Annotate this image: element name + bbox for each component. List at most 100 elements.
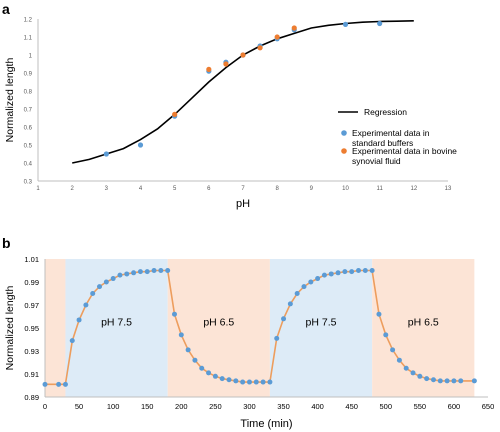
data-point — [151, 268, 157, 273]
y-tick-label: 1.2 — [24, 18, 33, 24]
x-tick-label: 0 — [43, 402, 47, 411]
x-tick-label: 100 — [107, 402, 120, 411]
x-axis-label: Time (min) — [240, 418, 292, 430]
data-point — [267, 379, 273, 385]
legend-label-line: synovial fluid — [352, 156, 401, 166]
data-point — [451, 378, 457, 384]
x-axis-label: pH — [236, 198, 250, 210]
data-point — [226, 377, 232, 383]
data-point — [471, 378, 477, 384]
data-point — [69, 338, 75, 344]
x-tick-label: 150 — [141, 402, 154, 411]
data-point — [158, 268, 164, 273]
data-point — [199, 365, 205, 371]
x-tick-label: 4 — [139, 186, 143, 192]
synovial-data-point — [274, 34, 280, 40]
x-tick-label: 650 — [482, 402, 495, 411]
legend-label-line: Experimental data in bovine — [352, 146, 457, 156]
y-tick-label: 0.93 — [24, 347, 39, 356]
region-label: pH 7.5 — [306, 317, 337, 329]
data-point — [246, 379, 252, 385]
legend-label-line: Experimental data in — [352, 128, 430, 138]
data-point — [219, 376, 225, 382]
y-axis-label: Normalized length — [4, 58, 16, 143]
data-point — [369, 268, 375, 273]
data-point — [90, 291, 96, 296]
synovial-data-point — [172, 111, 178, 117]
x-tick-label: 250 — [209, 402, 222, 411]
shaded-region — [45, 259, 66, 397]
x-tick-label: 400 — [311, 402, 324, 411]
data-point — [376, 311, 382, 317]
x-tick-label: 50 — [75, 402, 83, 411]
data-point — [83, 302, 89, 308]
y-tick-label: 0.7 — [24, 108, 33, 114]
data-point — [328, 271, 334, 277]
y-tick-label: 1.1 — [24, 36, 33, 42]
y-tick-label: 0.99 — [24, 278, 39, 287]
y-tick-label: 0.5 — [24, 144, 33, 150]
x-tick-label: 7 — [241, 186, 245, 192]
x-tick-label: 350 — [277, 402, 290, 411]
x-tick-label: 12 — [410, 186, 417, 192]
buffer-data-point — [137, 142, 144, 148]
data-point — [349, 269, 355, 275]
data-point — [171, 311, 177, 317]
y-tick-label: 1 — [29, 54, 33, 60]
data-point — [274, 335, 280, 341]
data-point — [178, 332, 184, 338]
x-tick-label: 10 — [342, 186, 349, 192]
synovial-data-point — [257, 45, 263, 51]
y-tick-label: 0.91 — [24, 370, 39, 379]
x-tick-label: 3 — [105, 186, 109, 192]
synovial-data-point — [291, 25, 297, 31]
shaded-region — [269, 259, 373, 397]
data-point — [315, 276, 321, 282]
x-tick-label: 13 — [445, 186, 452, 192]
data-point — [185, 347, 191, 353]
legend-buffers-marker — [341, 130, 347, 136]
x-tick-label: 5 — [173, 186, 177, 192]
data-point — [206, 370, 212, 376]
chart-b: 0.89 0.91 0.93 0.95 0.97 0.99 1.01 0 50 100 150 20… — [4, 255, 494, 430]
panel-a-label: a — [2, 1, 10, 17]
x-tick-label: 2 — [70, 186, 74, 192]
x-tick-label: 9 — [310, 186, 314, 192]
x-tick-label: 500 — [380, 402, 393, 411]
y-tick-label: 0.89 — [24, 393, 39, 402]
data-point — [287, 301, 293, 307]
region-label: pH 7.5 — [101, 317, 132, 329]
data-point — [97, 284, 103, 290]
data-point — [42, 381, 48, 387]
data-point — [56, 381, 62, 387]
data-point — [396, 357, 402, 363]
x-tick-label: 6 — [207, 186, 211, 192]
data-point — [362, 268, 368, 273]
synovial-data-point — [206, 66, 212, 72]
data-point — [321, 272, 327, 278]
x-tick-label: 300 — [243, 402, 256, 411]
synovial-data-point — [240, 52, 246, 58]
shaded-region — [65, 259, 168, 397]
data-point — [233, 378, 239, 384]
buffer-data-point — [342, 21, 349, 27]
data-point — [137, 269, 143, 275]
data-point — [383, 332, 389, 338]
x-tick-label: 11 — [377, 186, 384, 192]
data-point — [403, 365, 409, 371]
y-tick-label: 0.3 — [24, 180, 33, 186]
data-point — [342, 269, 348, 275]
chart-a: 0.30.40.50.60.70.80.911.11.2 1 2 3 4 5 6 7 8 9 10… — [4, 18, 457, 211]
data-point — [192, 357, 198, 363]
data-point — [240, 379, 246, 385]
data-point — [110, 276, 116, 282]
data-point — [260, 379, 266, 385]
y-tick-label: 0.97 — [24, 301, 39, 310]
x-tick-label: 8 — [275, 186, 279, 192]
data-point — [165, 268, 171, 273]
y-tick-label: 0.6 — [24, 126, 33, 132]
x-tick-label: 200 — [175, 402, 188, 411]
region-label: pH 6.5 — [408, 317, 439, 329]
y-tick-label: 1.01 — [24, 255, 39, 264]
